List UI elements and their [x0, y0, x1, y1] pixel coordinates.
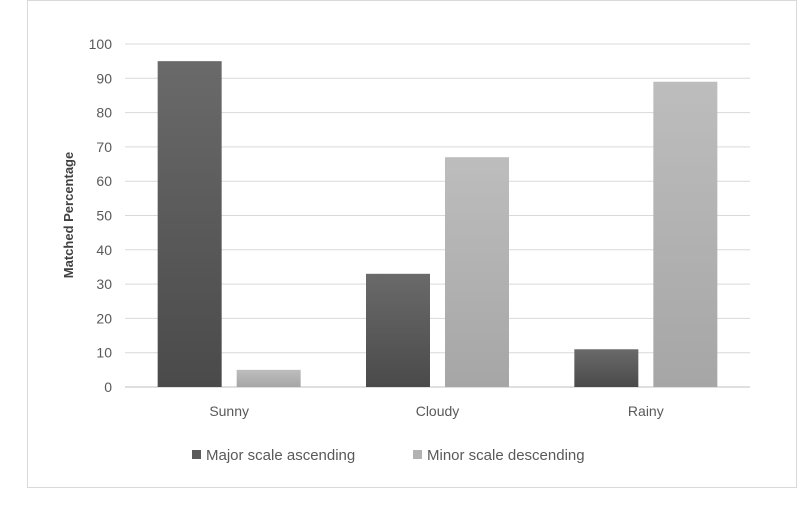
bar-sunny-1	[157, 61, 222, 388]
bar-rainy-1	[574, 349, 639, 387]
bars	[157, 61, 718, 388]
legend-label: Minor scale descending	[427, 447, 585, 464]
legend-label: Major scale ascending	[206, 447, 355, 464]
y-tick-label: 50	[96, 208, 112, 224]
y-tick-label: 80	[96, 105, 112, 121]
x-tick-label: Cloudy	[416, 403, 460, 419]
bar-sunny-2	[236, 369, 301, 387]
y-tick-label: 30	[96, 276, 112, 292]
bar-cloudy-2	[445, 157, 509, 387]
gridlines	[125, 43, 750, 388]
legend-swatch	[192, 450, 201, 459]
y-tick-label: 90	[96, 70, 112, 86]
y-tick-label: 70	[96, 139, 112, 155]
x-tick-label: Rainy	[628, 403, 664, 419]
y-tick-label: 100	[89, 36, 113, 52]
y-tick-label: 60	[96, 173, 112, 189]
y-tick-label: 40	[96, 242, 112, 258]
y-axis-label: Matched Percentage	[61, 152, 76, 278]
y-tick-label: 10	[96, 345, 112, 361]
legend-swatch	[413, 450, 422, 459]
bar-cloudy-1	[366, 273, 430, 387]
x-tick-label: Sunny	[209, 403, 249, 419]
x-axis-ticks: Sunny Cloudy Rainy	[209, 403, 663, 419]
y-tick-label: 0	[104, 379, 112, 395]
y-axis-ticks: 0 10 20 30 40 50 60 70 80 90 100	[89, 36, 113, 395]
bar-rainy-2	[653, 81, 718, 387]
legend: Major scale ascending Minor scale descend…	[192, 447, 585, 464]
y-tick-label: 20	[96, 310, 112, 326]
